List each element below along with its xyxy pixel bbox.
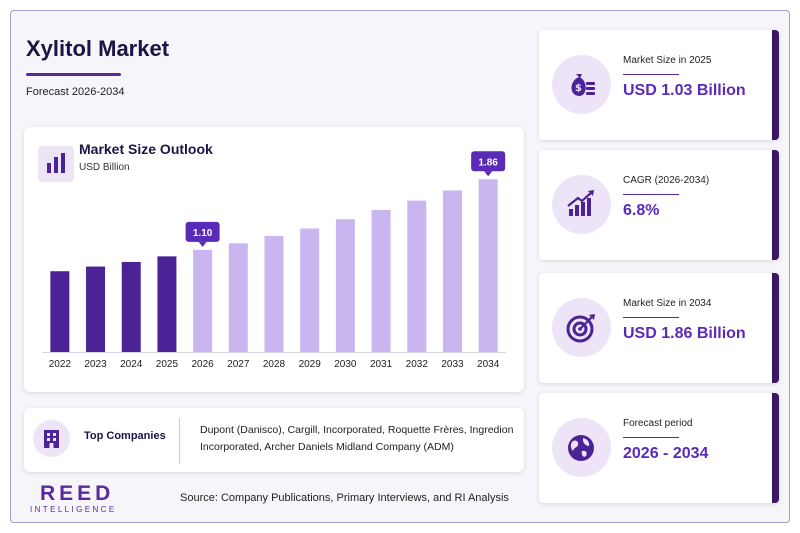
kpi-value: USD 1.03 Billion	[623, 82, 746, 99]
x-tick-label: 2032	[406, 359, 429, 370]
bar-2022	[50, 271, 70, 352]
bar-2034	[478, 179, 498, 352]
title-underline	[26, 73, 121, 76]
x-tick-label: 2031	[370, 359, 393, 370]
top-companies-label: Top Companies	[84, 430, 166, 442]
x-tick-label: 2024	[120, 359, 143, 370]
bar-chart-icon	[38, 146, 74, 182]
kpi-label: Market Size in 2034	[623, 298, 712, 309]
x-tick-label: 2023	[84, 359, 107, 370]
brand-logo: REED	[40, 482, 115, 505]
page-title: Xylitol Market	[26, 36, 170, 61]
globe-icon	[552, 418, 611, 477]
divider	[179, 418, 180, 464]
chart-title: Market Size Outlook	[79, 141, 213, 157]
callout-label: 1.10	[193, 228, 213, 239]
kpi-divider	[623, 74, 679, 75]
kpi-value: USD 1.86 Billion	[623, 325, 746, 342]
money-bag-icon: $	[552, 55, 611, 114]
kpi-label: Market Size in 2025	[623, 55, 712, 66]
bar-2033	[442, 190, 462, 352]
bar-2026	[193, 249, 213, 352]
chart-unit-label: USD Billion	[79, 162, 130, 173]
kpi-divider	[623, 194, 679, 195]
market-size-chart-card: Market Size Outlook USD Billion 2022 2023…	[24, 127, 524, 392]
x-tick-label: 2034	[477, 359, 500, 370]
kpi-label: CAGR (2026-2034)	[623, 175, 710, 186]
bar-2031	[371, 209, 391, 352]
x-tick-label: 2028	[263, 359, 286, 370]
kpi-card-market-size-2025: $ Market Size in 2025 USD 1.03 Billion	[539, 30, 779, 140]
kpi-divider	[623, 317, 679, 318]
kpi-value: 6.8%	[623, 202, 660, 219]
top-companies-list: Dupont (Danisco), Cargill, Incorporated,…	[200, 424, 514, 453]
x-tick-label: 2027	[227, 359, 250, 370]
kpi-value: 2026 - 2034	[623, 445, 709, 462]
kpi-card-forecast-period: Forecast period 2026 - 2034	[539, 393, 779, 503]
x-tick-label: 2022	[49, 359, 72, 370]
x-tick-label: 2033	[441, 359, 464, 370]
bar-2029	[300, 228, 320, 352]
kpi-divider	[623, 437, 679, 438]
top-companies-card: Top Companies Dupont (Danisco), Cargill,…	[24, 408, 524, 472]
callout-2026: 1.10	[185, 221, 220, 247]
bar-2025	[157, 256, 177, 352]
building-icon	[33, 420, 70, 457]
page-subtitle: Forecast 2026-2034	[26, 86, 125, 98]
callout-label: 1.86	[478, 157, 498, 168]
kpi-label: Forecast period	[623, 418, 693, 429]
svg-text:$: $	[575, 83, 582, 94]
brand-logo-subtitle: INTELLIGENCE	[30, 505, 117, 514]
bar-2023	[86, 266, 106, 352]
x-tick-label: 2030	[334, 359, 357, 370]
bar-2027	[228, 243, 248, 352]
bar-2028	[264, 235, 284, 352]
x-tick-label: 2025	[156, 359, 179, 370]
bar-2032	[407, 200, 427, 352]
bar-2024	[121, 261, 141, 352]
growth-chart-icon	[552, 175, 611, 234]
kpi-card-market-size-2034: Market Size in 2034 USD 1.86 Billion	[539, 273, 779, 383]
source-note: Source: Company Publications, Primary In…	[180, 492, 509, 504]
x-tick-label: 2029	[299, 359, 322, 370]
bar-2030	[335, 219, 355, 352]
bar-chart: 2022 2023 2024 2025 2026 2027 2028 2029 2030 2031…	[42, 151, 506, 370]
callout-2034: 1.86	[471, 151, 506, 177]
target-icon	[552, 298, 611, 357]
x-tick-label: 2026	[191, 359, 214, 370]
kpi-card-cagr: CAGR (2026-2034) 6.8%	[539, 150, 779, 260]
